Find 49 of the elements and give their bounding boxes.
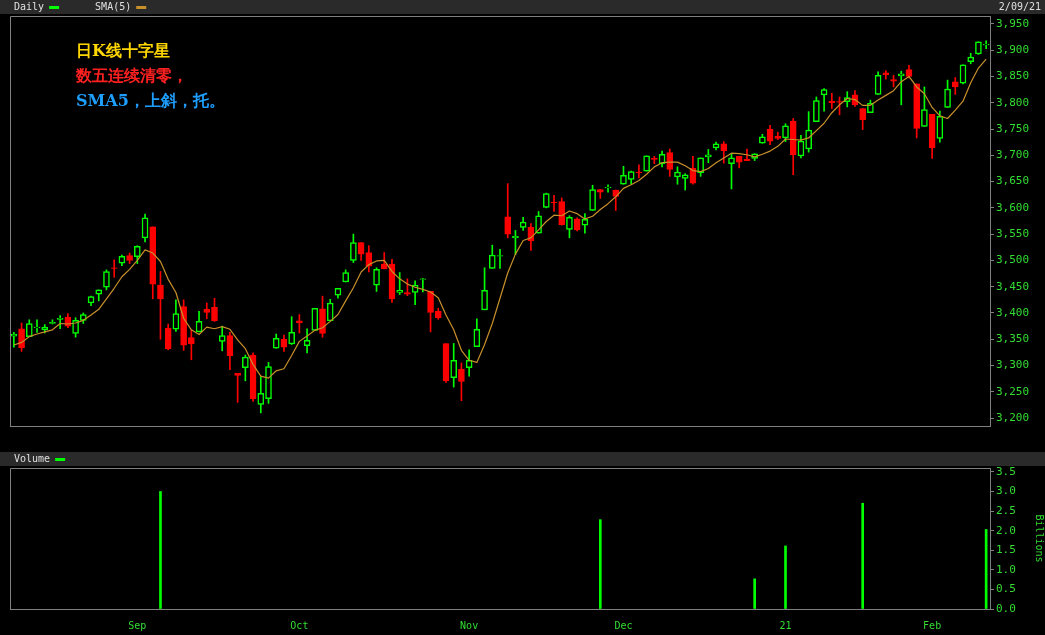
- y-tick-label: 3,600: [996, 200, 1030, 214]
- x-tick-label: 21: [779, 619, 792, 631]
- y-tick-label: 2.0: [996, 523, 1016, 537]
- y-tick-label: 3,400: [996, 305, 1030, 319]
- candlestick: [33, 319, 41, 333]
- legend-label: SMA(5): [95, 0, 132, 12]
- bar: [598, 519, 602, 609]
- candlestick: [396, 272, 404, 295]
- bar: [159, 491, 162, 609]
- y-tick-label: 0.0: [996, 601, 1016, 615]
- legend-label: Daily: [14, 0, 45, 12]
- y-tick-label: 2.5: [996, 503, 1016, 517]
- x-tick-label: Dec: [614, 619, 633, 631]
- y-tick-label: 3,300: [996, 358, 1030, 372]
- y-tick-label: 3,350: [996, 332, 1030, 346]
- y-tick-label: 1.0: [996, 562, 1016, 576]
- x-tick-label: Sep: [128, 619, 147, 631]
- y-tick-label: 3,450: [996, 279, 1030, 293]
- x-tick-label: Oct: [290, 619, 309, 631]
- y-tick-label: 3,550: [996, 227, 1030, 240]
- bar: [861, 502, 865, 609]
- y-tick-label: 3,650: [996, 174, 1030, 188]
- y-tick-label: 3,850: [996, 69, 1030, 83]
- bar: [753, 578, 756, 609]
- y-tick-label: 3,900: [996, 43, 1030, 57]
- y-tick-label: 1.5: [996, 543, 1016, 557]
- y-tick-label: 0.5: [996, 582, 1016, 596]
- y-tick-label: 3,700: [996, 148, 1030, 162]
- annotation: 数五连续清零，: [75, 66, 188, 86]
- candlestick: [604, 184, 612, 193]
- y-tick-label: 3,800: [996, 95, 1030, 109]
- y-tick-label: 3,950: [996, 16, 1030, 30]
- y-tick-label: 3.0: [996, 484, 1016, 498]
- y-axis-title: Billions: [1034, 514, 1045, 563]
- candlestick: [550, 194, 558, 212]
- y-tick-label: 3,250: [996, 384, 1030, 398]
- y-tick-label: 3,500: [996, 253, 1030, 267]
- legend-label: Volume: [14, 452, 51, 464]
- y-tick-label: 3,750: [996, 121, 1030, 135]
- candlestick: [56, 315, 64, 330]
- annotation: 日K线十字星: [76, 41, 170, 61]
- bar: [784, 545, 787, 609]
- candlestick: [635, 164, 643, 179]
- x-tick-label: Nov: [460, 619, 479, 631]
- annotation: SMA5，上斜，托。: [76, 91, 225, 111]
- y-tick-label: 3.5: [996, 464, 1016, 478]
- y-tick-label: 3,200: [996, 410, 1030, 424]
- x-tick-label: Feb: [923, 619, 942, 631]
- text: 2/09/21: [998, 0, 1041, 12]
